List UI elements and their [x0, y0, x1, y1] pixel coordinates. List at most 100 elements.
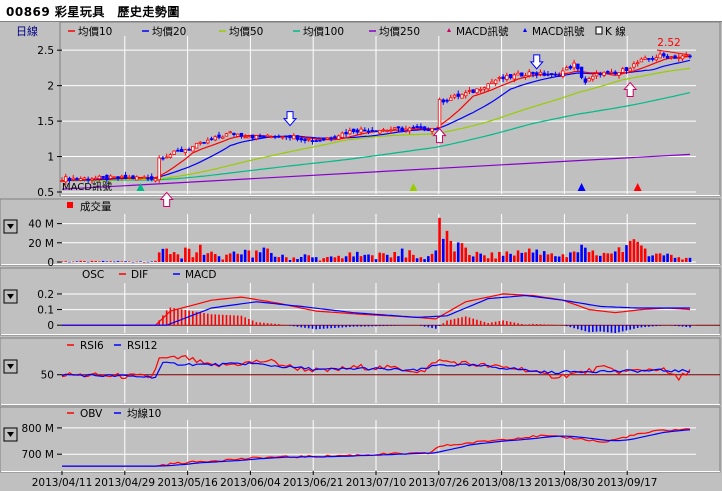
volume-bar	[374, 259, 378, 262]
volume-bar	[569, 252, 572, 262]
volume-bar	[427, 256, 430, 262]
obv-ytick-label: 700 M	[22, 449, 54, 461]
candle-body	[396, 126, 401, 129]
rsi-ytick-label: 50	[41, 370, 54, 382]
candle-body	[635, 62, 640, 65]
candle-body	[340, 132, 345, 138]
volume-bar	[202, 254, 206, 262]
candle-body	[135, 176, 139, 181]
volume-ytick-label: 40 M	[28, 219, 54, 231]
volume-legend-label: 成交量	[80, 200, 112, 213]
candle-body	[164, 156, 169, 159]
candle-body	[456, 93, 460, 97]
volume-bar	[296, 258, 299, 262]
volume-bar	[356, 251, 359, 262]
volume-bar	[576, 252, 580, 262]
candle-body	[348, 130, 352, 135]
obv-ma-legend-label: 均線10	[127, 407, 161, 420]
signal-triangle-icon	[633, 183, 642, 191]
rsi-menu-button[interactable]	[3, 359, 18, 374]
volume-bar	[98, 261, 101, 262]
candle-body	[564, 67, 569, 71]
candle-body	[179, 148, 184, 152]
candle-body	[516, 72, 520, 76]
candle-body	[265, 134, 270, 137]
candle-body	[97, 175, 102, 180]
candle-body	[426, 129, 431, 131]
candle-body	[531, 71, 535, 75]
candle-body	[688, 55, 692, 58]
candle-body	[60, 180, 64, 183]
volume-bar	[666, 253, 669, 262]
price-ytick-label: 2.5	[37, 45, 54, 57]
candle-body	[549, 73, 554, 75]
dif-legend-label: DIF	[131, 269, 148, 281]
candle-body	[187, 148, 191, 151]
macd-sell-icon	[523, 28, 527, 32]
x-tick-label: 2013/04/29	[95, 477, 156, 489]
candle-body	[202, 141, 206, 144]
volume-bar	[187, 248, 191, 262]
candle-body	[284, 135, 288, 138]
volume-bar	[150, 261, 154, 263]
candle-body	[183, 149, 188, 154]
volume-bar	[505, 251, 509, 262]
candle-body	[206, 139, 210, 144]
volume-bar	[176, 254, 180, 262]
volume-bar	[554, 256, 557, 262]
volume-bar	[625, 245, 628, 262]
macd-buy-icon	[447, 28, 451, 32]
candle-body	[142, 176, 146, 179]
candle-body	[198, 141, 203, 144]
candle-body	[572, 62, 576, 69]
candle-body	[658, 53, 662, 59]
volume-bar	[468, 254, 471, 262]
legend-label: MACD訊號	[532, 25, 585, 38]
volume-bar	[572, 251, 576, 262]
volume-bar	[546, 254, 550, 262]
volume-bar	[565, 257, 568, 262]
candle-body	[437, 98, 442, 128]
volume-bar	[415, 258, 419, 262]
obv-menu-button[interactable]	[3, 427, 18, 442]
volume-bar	[225, 254, 228, 262]
volume-menu-button[interactable]	[3, 219, 18, 234]
candle-body	[269, 136, 274, 138]
dif-line	[62, 293, 691, 326]
volume-bar	[456, 242, 460, 262]
volume-bar	[258, 252, 262, 262]
candle-body	[430, 127, 434, 132]
volume-bar	[101, 260, 105, 262]
volume-bar	[449, 240, 453, 262]
volume-bar	[636, 241, 639, 262]
candle-body	[617, 72, 621, 76]
candle-body	[445, 99, 449, 102]
volume-bar	[255, 250, 258, 262]
volume-bar	[251, 257, 254, 262]
candle-body	[221, 136, 225, 139]
candle-body	[583, 78, 588, 83]
candle-body	[108, 175, 113, 179]
volume-bar	[670, 254, 673, 262]
volume-bar	[595, 255, 598, 262]
x-tick-label: 2013/06/04	[220, 477, 281, 489]
candle-body	[535, 72, 539, 76]
signal-arrow-icon	[623, 81, 638, 98]
volume-bar	[673, 257, 677, 262]
candle-body	[654, 57, 659, 61]
chevron-down-icon	[7, 294, 14, 299]
volume-bar	[86, 261, 90, 263]
macd-menu-button[interactable]	[3, 289, 18, 304]
candle-body	[680, 55, 685, 60]
candle-body	[303, 138, 307, 142]
price-ytick-label: 2	[47, 81, 54, 93]
volume-bar	[71, 261, 75, 263]
volume-bar	[240, 254, 243, 262]
candle-body	[168, 154, 173, 158]
volume-bar	[471, 256, 475, 262]
chevron-down-icon	[7, 432, 14, 437]
candle-body	[232, 132, 236, 135]
candle-body	[355, 129, 360, 133]
candle-body	[415, 126, 419, 129]
